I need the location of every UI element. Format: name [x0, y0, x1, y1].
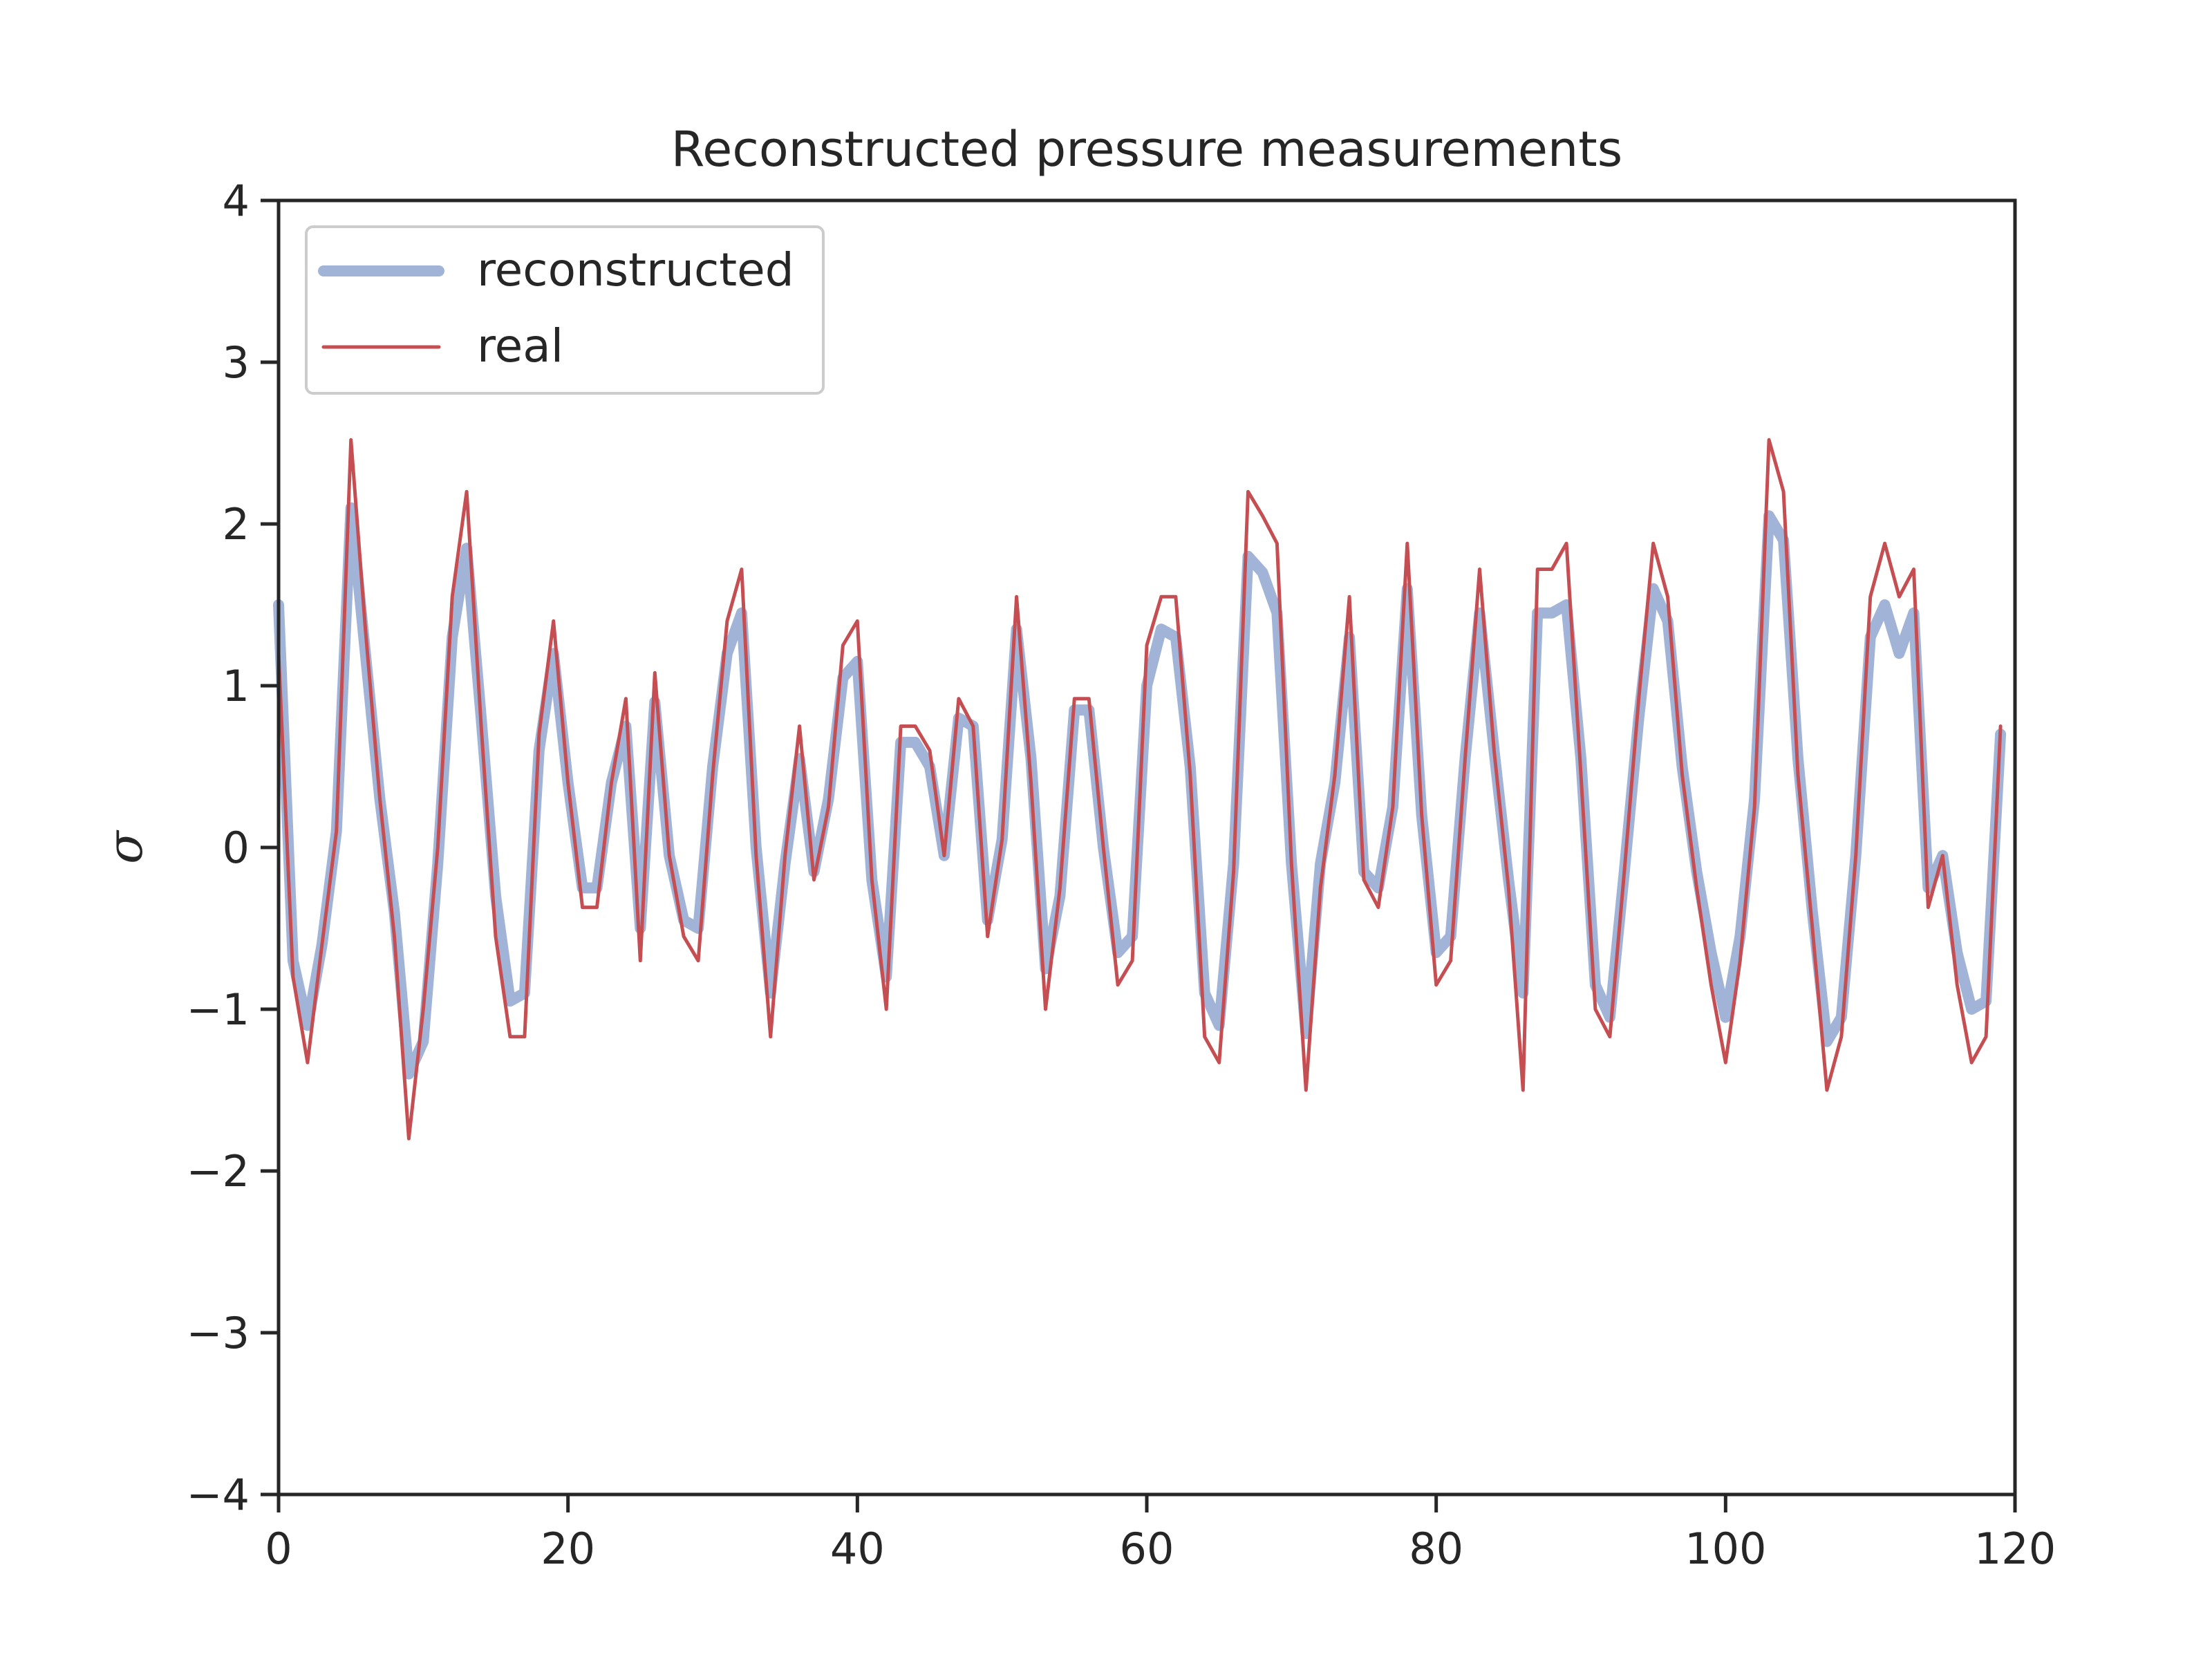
x-tick-label: 0 [265, 1524, 292, 1574]
legend-label-reconstructed: reconstructed [477, 243, 794, 297]
y-tick-label: 0 [223, 823, 250, 873]
x-tick-label: 60 [1120, 1524, 1174, 1574]
plot-frame [276, 198, 2017, 1497]
y-tick-label: −1 [187, 984, 250, 1035]
legend: reconstructed real [305, 225, 825, 395]
y-tick-label: 4 [223, 176, 250, 226]
x-tick-label: 40 [830, 1524, 885, 1574]
y-axis-label: σ [97, 830, 153, 864]
y-tick-label: 2 [223, 499, 250, 550]
y-tick-label: −2 [187, 1146, 250, 1197]
x-tick-label: 100 [1685, 1524, 1766, 1574]
ticks-layer: 0 20 40 60 80 100 120 −4 −3 −2 −1 0 1 2 3 4 [187, 176, 2056, 1574]
y-tick-label: 3 [223, 337, 250, 388]
y-tick-label: 1 [223, 661, 250, 711]
chart-title: Reconstructed pressure measurements [671, 121, 1622, 178]
x-tick-label: 20 [541, 1524, 595, 1574]
x-tick-label: 120 [1974, 1524, 2056, 1574]
series-layer [273, 438, 2007, 1141]
y-tick-label: −4 [187, 1470, 250, 1520]
x-tick-label: 80 [1409, 1524, 1463, 1574]
legend-label-real: real [477, 319, 563, 373]
series-line-real [276, 438, 2003, 1141]
y-tick-label: −3 [187, 1308, 250, 1358]
